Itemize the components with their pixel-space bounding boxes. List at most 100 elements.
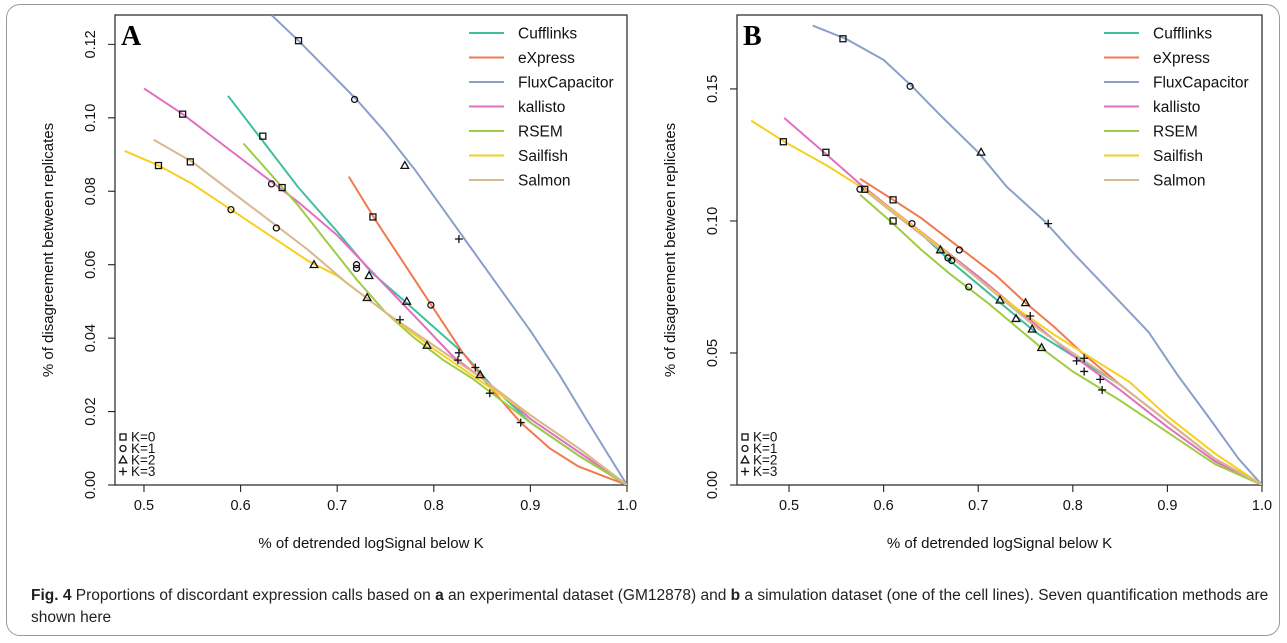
panel-a-cufflinks-marker-k2 [401,296,412,305]
caption-part-2: an experimental dataset (GM12878) and [443,587,731,604]
panel-b-series-rsem [859,193,1262,485]
panel-a-sailfish-marker-k3 [453,356,462,365]
panel-a-xtick-label: 0.6 [230,498,250,514]
panel-b-express-marker-k1 [955,246,963,254]
panel-a-salmon-marker-k2 [362,292,373,302]
panel-b-series-fluxcapacitor [812,24,1262,485]
panel-a-xtick-label: 0.8 [424,498,444,514]
panel-a-cufflinks-marker-k3 [454,348,463,357]
panel-b-sailfish-marker-k1 [908,219,916,228]
panel-a-kallisto-marker-k3 [471,363,480,372]
figure-svg: A 0.5 0.6 0.7 0.8 0.9 1.0 0.00 0.02 0.04 0.06 0.08 0… [40,14,1272,552]
panel-b-legend-label: Sailfish [1153,148,1203,165]
panel-b-cufflinks-marker-k0 [889,217,897,225]
panel-a-fluxcapacitor-marker-k2 [399,160,410,169]
panel-a-express-marker-k1 [427,301,435,309]
figure-frame: A 0.5 0.6 0.7 0.8 0.9 1.0 0.00 0.02 0.04 0.06 0.08 0… [6,4,1280,636]
panel-a-legend-label: Salmon [518,173,571,190]
panel-b-legend-label: FluxCapacitor [1153,75,1249,92]
panel-b-fluxcapacitor-marker-k3 [1044,219,1053,228]
panel-a-legend-label: RSEM [518,124,563,141]
panel-a-salmon-marker-k3 [395,315,404,324]
panel-b-rsem-marker-k1 [965,283,973,291]
panel-b-plot-frame [736,14,1263,486]
panel-a-marker-legend-symbol-k0 [119,433,127,441]
panel-b-rsem-marker-k2 [1036,342,1047,352]
panel-b-legend-label: kallisto [1153,99,1200,116]
panel-a-kallisto-marker-k2 [364,270,374,280]
panel-b-marker-legend-symbol-k1 [741,444,749,453]
panel-a-legend-label: Sailfish [518,148,568,165]
caption-body: Proportions of discordant expression cal… [31,587,1268,626]
panel-b-express-marker-k3 [1080,354,1089,363]
panel-b-sailfish-marker-k0 [779,138,788,146]
panel-b-legend-label: Salmon [1153,173,1206,190]
panel-a-cufflinks-marker-k1 [352,261,361,269]
panel-b-salmon-marker-k1 [948,256,956,265]
panel-b-kallisto-marker-k3 [1026,312,1035,321]
panel-b-fluxcapacitor-marker-k2 [976,146,986,156]
panel-b-marker-legend-symbol-k3 [741,467,749,476]
panel-a-series-express [347,176,627,485]
panel-b-legend-label: eXpress [1153,50,1210,67]
panel-b-express-marker-k0 [889,196,897,204]
panel-a-ytick-label: 0.12 [83,30,99,58]
panel-b-sailfish-marker-k3 [1096,375,1105,384]
panel-a-kallisto-marker-k1 [267,180,276,188]
panel-a-xtick-label: 1.0 [617,498,637,514]
panel-b-sailfish-marker-k2 [1011,313,1021,323]
panel-a-marker-legend-label: K=2 [131,453,155,468]
panel-a-fluxcapacitor-marker-k3 [454,234,463,243]
panel-b-salmon-marker-k2 [1027,323,1038,333]
panel-b-xtick-label: 0.8 [1063,498,1083,514]
panel-a-series-fluxcapacitor [270,15,627,485]
panel-a-xlabel: % of detrended logSignal below K [258,535,483,552]
panel-a-legend-label: Cufflinks [518,26,577,43]
panel-b-marker-legend-label: K=3 [753,464,777,479]
caption-part-1: a [435,587,444,604]
panel-b-rsem-marker-k0 [861,185,869,193]
panel-a-salmon-marker-k0 [186,158,195,166]
panel-b-xtick-label: 1.0 [1252,498,1272,514]
panel-b-legend-label: RSEM [1153,124,1198,141]
panel-a-xtick-label: 0.5 [134,498,154,514]
panel-a-series-rsem [242,142,627,485]
panel-b-salmon-marker-k3 [1080,367,1089,376]
panel-a-express-marker-k0 [369,213,377,221]
panel-b-xlabel: % of detrended logSignal below K [887,535,1112,552]
panel-a-sailfish-marker-k1 [227,205,235,214]
panel-b-fluxcapacitor-marker-k1 [906,82,914,90]
panel-a-kallisto-marker-k0 [178,110,187,118]
panel-a-marker-legend-symbol-k3 [119,467,127,476]
panel-a-legend-label: eXpress [518,50,575,67]
panel-b-xtick-label: 0.7 [968,498,988,514]
panel-a-fluxcapacitor-marker-k1 [350,95,359,104]
panel-b-series-group [750,24,1262,485]
caption-part-3: b [730,587,741,604]
panel-b-express-marker-k2 [1020,297,1031,307]
panel-b-ytick-label: 0.10 [705,207,721,235]
panel-b-marker-legend-label: K=0 [753,430,777,445]
panel-b-series-sailfish [750,119,1262,485]
panel-a-label: A [121,21,142,52]
panel-a-legend-label: kallisto [518,99,565,116]
panel-a-series-group [124,15,627,485]
panel-a-sailfish-marker-k0 [154,161,163,170]
panel-b-fluxcapacitor-marker-k0 [839,35,847,43]
panel-a-legend-label: FluxCapacitor [518,75,614,92]
panel-b-xtick-label: 0.9 [1157,498,1177,514]
panel-a-ytick-label: 0.04 [83,324,99,352]
panel-a-ylabel: % of disagreement between replicates [40,123,57,377]
panel-a-sailfish-marker-k2 [309,259,319,269]
panel-a-series-salmon [153,138,627,485]
panel-a-ytick-label: 0.06 [83,251,99,279]
panel-b-ytick-label: 0.15 [705,75,721,103]
panel-b-rsem-marker-k3 [1098,385,1107,394]
panel-a-express-marker-k3 [516,418,525,427]
panel-b-cufflinks-marker-k2 [995,294,1005,304]
panel-b-cufflinks-marker-k3 [1072,356,1081,365]
panel-a-marker-legend-label: K=1 [131,441,155,456]
panel-b-marker-legend-symbol-k2 [740,454,750,464]
panel-b-legend-label: Cufflinks [1153,26,1212,43]
panel-b-ytick-label: 0.00 [705,471,721,499]
